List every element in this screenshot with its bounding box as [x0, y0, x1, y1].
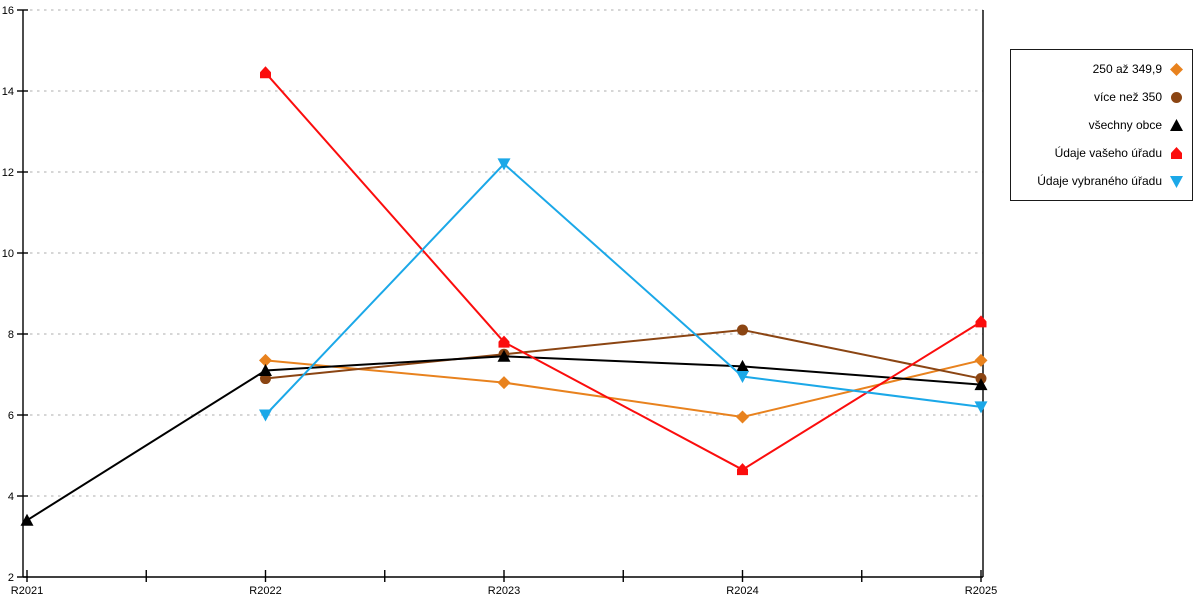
legend-item-label: Údaje vybraného úřadu — [1037, 174, 1162, 188]
diamond-icon — [1170, 62, 1183, 76]
legend-item-label: více než 350 — [1093, 90, 1162, 104]
y-tick-label: 8 — [8, 329, 14, 341]
data-point-marker — [737, 463, 748, 476]
y-tick-label: 12 — [2, 167, 14, 179]
data-point-marker — [974, 401, 988, 414]
x-tick-label: R2024 — [726, 585, 758, 597]
y-tick-label: 10 — [2, 248, 14, 260]
legend-item: více než 350 — [1017, 83, 1184, 111]
series-0 — [259, 353, 988, 424]
legend-item: všechny obce — [1017, 111, 1184, 139]
legend-item: Údaje vybraného úřadu — [1017, 167, 1184, 195]
data-point-marker — [974, 378, 988, 391]
data-point-marker — [975, 315, 987, 328]
triangle-down-icon — [1170, 175, 1183, 188]
legend-item-label: 250 až 349,9 — [1092, 62, 1162, 76]
legend-item-label: všechny obce — [1088, 118, 1162, 132]
data-point-marker — [20, 513, 34, 526]
pentagon-up-icon — [1171, 146, 1182, 159]
legend-item: Údaje vašeho úřadu — [1017, 139, 1184, 167]
data-point-marker — [497, 376, 511, 390]
series-4 — [259, 158, 988, 422]
data-point-marker — [736, 410, 749, 424]
y-tick-label: 14 — [2, 86, 14, 98]
series-line — [264, 162, 982, 416]
series-line — [264, 72, 982, 471]
triangle-up-icon — [1170, 118, 1183, 131]
data-point-marker — [259, 363, 272, 376]
data-point-marker — [259, 409, 272, 422]
data-point-marker — [736, 371, 749, 384]
data-point-marker — [260, 66, 271, 79]
x-tick-label: R2022 — [249, 585, 281, 597]
data-point-marker — [498, 335, 510, 348]
series-1 — [260, 324, 987, 385]
data-point-marker — [736, 359, 749, 372]
data-point-marker — [974, 353, 988, 367]
y-tick-label: 2 — [8, 572, 14, 584]
legend: 250 až 349,9 více než 350 všechny obce Údaj… — [1010, 49, 1193, 201]
legend-item-label: Údaje vašeho úřadu — [1054, 146, 1162, 160]
circle-icon — [1171, 91, 1182, 103]
data-point-marker — [737, 324, 748, 336]
series-line — [265, 359, 982, 419]
data-point-marker — [497, 158, 511, 171]
x-tick-label: R2025 — [965, 585, 997, 597]
y-tick-label: 6 — [8, 410, 14, 422]
legend-item: 250 až 349,9 — [1017, 55, 1184, 83]
y-tick-label: 4 — [8, 491, 14, 503]
series-line — [265, 328, 982, 380]
data-point-marker — [497, 349, 511, 362]
data-point-marker — [259, 353, 272, 367]
x-tick-label: R2023 — [488, 585, 520, 597]
series-2 — [20, 349, 988, 526]
series-3 — [260, 66, 987, 476]
y-tick-label: 16 — [2, 5, 14, 17]
x-tick-label: R2021 — [11, 585, 43, 597]
